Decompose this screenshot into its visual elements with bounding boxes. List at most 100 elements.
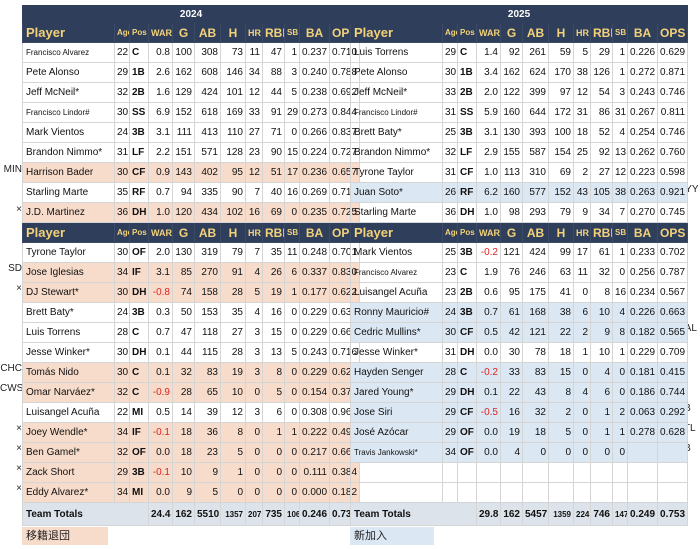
empty-cell bbox=[522, 482, 549, 503]
player-ba: 0.154 bbox=[299, 382, 330, 403]
total-h: 1357 bbox=[220, 502, 246, 526]
player-pos: 3B bbox=[129, 302, 149, 323]
player-g: 42 bbox=[500, 322, 523, 343]
player-ops: 0.921 bbox=[656, 182, 689, 203]
player-war: 0.3 bbox=[148, 302, 173, 323]
player-age: 34 bbox=[114, 422, 130, 443]
empty-cell bbox=[522, 462, 549, 483]
player-row: Francisco Alvarez 22 C 0.8 100 308 73 11 47 1 0.23… bbox=[22, 42, 361, 63]
player-hr: 4 bbox=[573, 382, 591, 403]
player-ba: 0.181 bbox=[627, 362, 658, 383]
player-hr: 18 bbox=[573, 122, 591, 143]
player-pos: OF bbox=[129, 442, 149, 463]
player-rbi: 10 bbox=[590, 302, 613, 323]
player-ba: 0.238 bbox=[299, 82, 330, 103]
player-ab: 5 bbox=[194, 482, 221, 503]
player-war: 3.1 bbox=[476, 122, 501, 143]
player-ab: 424 bbox=[522, 242, 549, 263]
player-h: 169 bbox=[220, 102, 246, 123]
player-name: Luisangel Acuña bbox=[22, 402, 115, 423]
player-pos: IF bbox=[129, 262, 149, 283]
player-rbi: 26 bbox=[262, 262, 285, 283]
player-ab: 36 bbox=[194, 422, 221, 443]
player-pos: CF bbox=[129, 162, 149, 183]
player-ba: 0.229 bbox=[299, 362, 330, 383]
player-name: Brandon Nimmo* bbox=[22, 142, 115, 163]
player-h: 27 bbox=[220, 322, 246, 343]
player-g: 61 bbox=[500, 302, 523, 323]
player-hr: 17 bbox=[573, 242, 591, 263]
player-pos: SS bbox=[129, 102, 149, 123]
player-ba: 0.243 bbox=[299, 342, 330, 363]
player-pos: C bbox=[457, 262, 477, 283]
player-rbi: 10 bbox=[590, 342, 613, 363]
empty-cell bbox=[612, 482, 628, 503]
player-rbi: 52 bbox=[590, 122, 613, 143]
player-ops: 0.746 bbox=[656, 122, 689, 143]
player-ops: 0.628 bbox=[656, 422, 689, 443]
empty-cell bbox=[627, 462, 658, 483]
empty-row bbox=[350, 482, 689, 503]
player-g: 33 bbox=[500, 362, 523, 383]
player-ba: 0.254 bbox=[627, 122, 658, 143]
player-g: 9 bbox=[172, 482, 195, 503]
player-rbi: 88 bbox=[262, 62, 285, 83]
player-h: 0 bbox=[220, 482, 246, 503]
legend-departed: 移籍退団 bbox=[22, 527, 108, 545]
player-ba: 0.266 bbox=[299, 122, 330, 143]
player-pos: 2B bbox=[457, 82, 477, 103]
player-ba: 0.248 bbox=[299, 242, 330, 263]
empty-cell bbox=[476, 462, 501, 483]
player-hr: 3 bbox=[245, 402, 263, 423]
player-rbi: 19 bbox=[262, 282, 285, 303]
player-hr: 0 bbox=[573, 422, 591, 443]
player-hr: 0 bbox=[573, 442, 591, 463]
total-hr: 207 bbox=[245, 502, 263, 526]
player-h: 41 bbox=[548, 282, 574, 303]
player-h: 146 bbox=[220, 62, 246, 83]
player-hr: 4 bbox=[245, 302, 263, 323]
player-ba: 0.337 bbox=[299, 262, 330, 283]
player-g: 98 bbox=[500, 202, 523, 223]
player-row: José Azócar 29 OF 0.0 19 18 5 0 1 1 0.278 0.628 bbox=[350, 422, 689, 443]
player-name: Mark Vientos bbox=[350, 242, 443, 263]
player-age: 28 bbox=[114, 322, 130, 343]
column-header-rbi: RBI bbox=[262, 22, 285, 43]
player-row: Brett Baty* 25 3B 3.1 130 393 100 18 52 4 0.254 0.7… bbox=[350, 122, 689, 143]
player-age: 34 bbox=[114, 482, 130, 503]
player-sb: 0 bbox=[284, 482, 300, 503]
player-pos: 3B bbox=[457, 302, 477, 323]
column-header-rbi: RBI bbox=[590, 22, 613, 43]
player-sb: 1 bbox=[612, 42, 628, 63]
player-g: 121 bbox=[500, 242, 523, 263]
player-name: Omar Narváez* bbox=[22, 382, 115, 403]
player-row: Pete Alonso 29 1B 2.6 162 608 146 34 88 3 0.240 0.7… bbox=[22, 62, 361, 83]
player-g: 10 bbox=[172, 462, 195, 483]
player-ba: 0.182 bbox=[627, 322, 658, 343]
player-hr: 0 bbox=[245, 382, 263, 403]
player-ba: 0.111 bbox=[299, 462, 330, 483]
player-sb: 8 bbox=[612, 322, 628, 343]
player-sb: 2 bbox=[612, 402, 628, 423]
player-ab: 158 bbox=[194, 282, 221, 303]
column-header-pos: Pos bbox=[457, 22, 477, 43]
player-h: 8 bbox=[548, 382, 574, 403]
player-row: J.D. Martinez 36 DH 1.0 120 434 102 16 69 0 0.235 0… bbox=[22, 202, 361, 223]
player-row: Brandon Nimmo* 32 LF 2.9 155 587 154 25 92 13 0.26… bbox=[350, 142, 689, 163]
total-hr: 224 bbox=[573, 502, 591, 526]
player-g: 162 bbox=[172, 62, 195, 83]
player-ab: 434 bbox=[194, 202, 221, 223]
player-ab: 618 bbox=[194, 102, 221, 123]
player-row: Tomás Nido 30 C 0.1 32 83 19 3 8 0 0.229 0.623 bbox=[22, 362, 361, 383]
player-age: 30 bbox=[114, 342, 130, 363]
player-hr: 0 bbox=[245, 422, 263, 443]
player-ba: 0.223 bbox=[627, 162, 658, 183]
total-ab: 5457 bbox=[522, 502, 549, 526]
player-age: 29 bbox=[442, 382, 458, 403]
table-2025: 2025PlayerAgePosWARGABHHRRBISBBAOPSLuis … bbox=[349, 5, 689, 526]
player-h: 152 bbox=[548, 182, 574, 203]
player-ba: 0.222 bbox=[299, 422, 330, 443]
column-header-age: Age bbox=[442, 22, 458, 43]
player-h: 59 bbox=[548, 42, 574, 63]
